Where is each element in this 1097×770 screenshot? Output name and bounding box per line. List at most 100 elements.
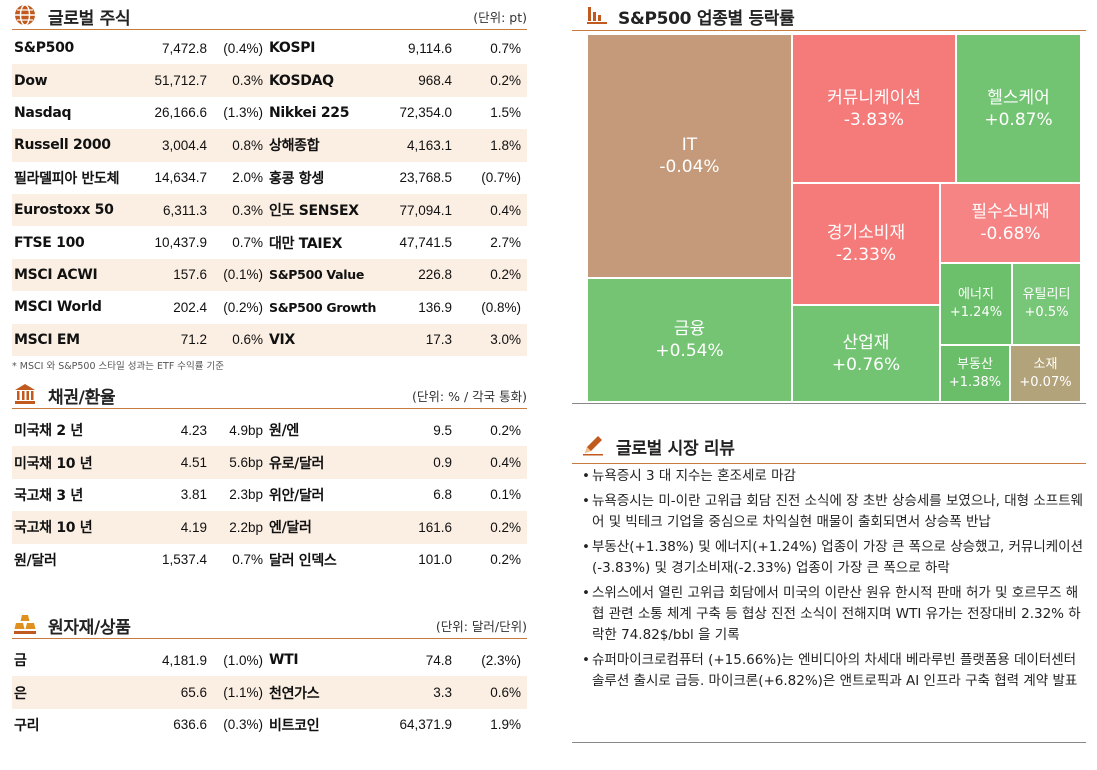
row-label: 달러 인덱스 [269,552,337,569]
row-value: 51,712.7 [147,64,207,97]
row-value: 4.19 [147,511,207,544]
row-change: 1.8% [452,129,527,162]
global-equities-title: 글로벌 주식 [48,9,131,29]
table-row: 미국채 10 년 4.51 5.6bp 유로/달러 0.9 0.4% [12,446,527,479]
row-change: 0.2% [452,258,527,292]
row-change: 0.6% [207,323,267,356]
row-change: 0.3% [207,193,267,227]
row-change: 5.6bp [207,446,267,479]
gold-bars-icon [14,615,36,634]
row-label: S&P500 Value [267,258,392,292]
table-row: Eurostoxx 50 6,311.3 0.3% 인도 SENSEX 77,094.1… [12,193,527,227]
tile-real-estate: 부동산 +1.38% [939,344,1011,403]
row-change: (0.1%) [207,258,267,292]
row-value: 1,537.4 [161,552,207,568]
row-label: 원/엔 [269,423,299,440]
review-title: 글로벌 시장 리뷰 [616,439,735,459]
tile-value: +0.87% [984,109,1053,130]
row-change: (0.7%) [481,170,521,186]
tile-label: 유틸리티 [1022,287,1071,302]
bonds-fx-table: 미국채 2 년 4.23 4.9bp 원/엔 9.5 0.2% 미국채 10 년 4.51 5.… [12,414,527,576]
sector-title: S&P500 업종별 등락률 [618,9,795,29]
commodities-unit: (단위: 달러/단위) [435,619,527,634]
tile-value: +0.76% [831,354,901,375]
table-row: 금 4,181.9 (1.0%) WTI 74.8 (2.3%) [12,644,527,676]
row-change: 0.7% [232,552,263,568]
row-change: 0.7% [490,40,521,56]
tile-value: -3.83% [843,109,905,130]
row-change: 0.3% [207,64,267,97]
review-item: 슈퍼마이크로컴퓨터 (+15.66%)는 엔비디아의 차세대 베라루빈 플랫폼용… [572,650,1086,692]
tile-utilities: 유틸리티 +0.5% [1011,262,1082,346]
tile-it: IT -0.04% [586,33,793,279]
row-label: 필라델피아 반도체 [14,170,120,187]
row-value: 7,472.8 [161,40,207,56]
row-value: 101.0 [418,552,452,568]
row-label: Russell 2000 [12,129,147,162]
table-row: Nasdaq 26,166.6 (1.3%) Nikkei 225 72,354.0 1.… [12,97,527,129]
row-value: 4,181.9 [161,652,207,668]
row-change: (2.3%) [481,652,521,668]
commodities-table: 금 4,181.9 (1.0%) WTI 74.8 (2.3%) 은 65.6 (1.1%) 천연… [12,644,527,741]
tile-healthcare: 헬스케어 +0.87% [955,33,1082,184]
row-value: 968.4 [392,64,452,97]
row-value: 4.23 [180,422,207,438]
row-change: (0.8%) [481,299,521,315]
table-row: Dow 51,712.7 0.3% KOSDAQ 968.4 0.2% [12,64,527,97]
commodities-title: 원자재/상품 [48,618,131,638]
row-label: 미국채 10 년 [12,446,147,479]
row-label: KOSPI [269,40,316,57]
row-value: 26,166.6 [154,105,207,121]
row-value: 47,741.5 [399,235,452,251]
tile-value: -0.04% [659,157,720,177]
row-label: MSCI ACWI [12,258,147,292]
tile-value: +1.38% [948,374,1002,390]
row-label: 인도 SENSEX [267,193,392,227]
tile-label: 경기소비재 [826,223,906,243]
row-value: 3,004.4 [147,129,207,162]
row-change: (0.3%) [223,717,263,733]
row-label: 위안/달러 [269,487,325,504]
row-value: 72,354.0 [399,105,452,121]
row-label: 상해종합 [267,129,392,162]
row-label: S&P500 Growth [269,299,377,315]
bar-chart-icon [587,7,607,24]
tile-label: 커뮤니케이션 [827,87,921,108]
table-row: 국고채 10 년 4.19 2.2bp 엔/달러 161.6 0.2% [12,511,527,544]
row-value: 71.2 [147,323,207,356]
row-label: 비트코인 [269,717,320,734]
tile-energy: 에너지 +1.24% [939,262,1013,346]
row-value: 157.6 [147,258,207,292]
globe-icon [15,4,35,26]
row-value: 9.5 [433,422,452,438]
row-label: VIX [267,323,392,356]
row-value: 636.6 [173,717,207,733]
row-change: 0.2% [452,64,527,97]
review-list: 뉴욕증시 3 대 지수는 혼조세로 마감 뉴욕증시는 미-이란 고위급 회담 진… [572,463,1086,743]
tile-industrials: 산업재 +0.76% [791,304,941,403]
row-change: 4.9bp [229,422,263,438]
row-value: 9,114.6 [407,40,452,56]
review-item: 뉴욕증시는 미-이란 고위급 회담 진전 소식에 장 초반 상승세를 보였으나,… [572,491,1086,533]
table-row: MSCI EM 71.2 0.6% VIX 17.3 3.0% [12,323,527,356]
bonds-fx-title: 채권/환율 [48,388,116,408]
row-value: 10,437.9 [154,235,207,251]
table-row: 국고채 3 년 3.81 2.3bp 위안/달러 6.8 0.1% [12,479,527,511]
row-label: S&P500 [14,40,74,57]
row-value: 74.8 [425,652,452,668]
tile-financials: 금융 +0.54% [586,277,793,403]
row-label: 홍콩 항셍 [269,170,324,187]
global-equities-table: S&P500 7,472.8 (0.4%) KOSPI 9,114.6 0.7% Dow 51… [12,32,527,356]
row-change: (1.1%) [207,676,267,709]
row-value: 226.8 [392,258,452,292]
row-change: 0.1% [490,487,521,503]
row-value: 14,634.7 [154,170,207,186]
tile-label: 소재 [1033,356,1058,372]
tile-value: +0.07% [1019,374,1072,390]
row-label: 원/달러 [14,552,57,569]
row-value: 3.3 [392,676,452,709]
row-value: 161.6 [392,511,452,544]
row-value: 0.9 [392,446,452,479]
tile-label: 에너지 [958,287,994,302]
tile-value: +1.24% [949,305,1003,320]
